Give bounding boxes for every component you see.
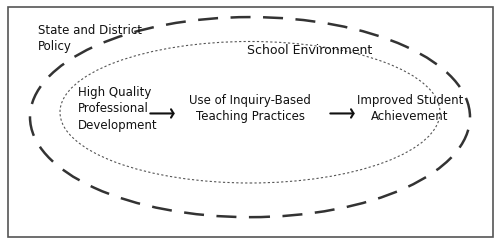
Text: State and District
Policy: State and District Policy bbox=[38, 24, 142, 53]
Text: School Environment: School Environment bbox=[248, 44, 372, 57]
Text: Improved Student
Achievement: Improved Student Achievement bbox=[357, 94, 463, 123]
Text: High Quality
Professional
Development: High Quality Professional Development bbox=[78, 86, 157, 132]
Text: Use of Inquiry-Based
Teaching Practices: Use of Inquiry-Based Teaching Practices bbox=[189, 94, 311, 123]
